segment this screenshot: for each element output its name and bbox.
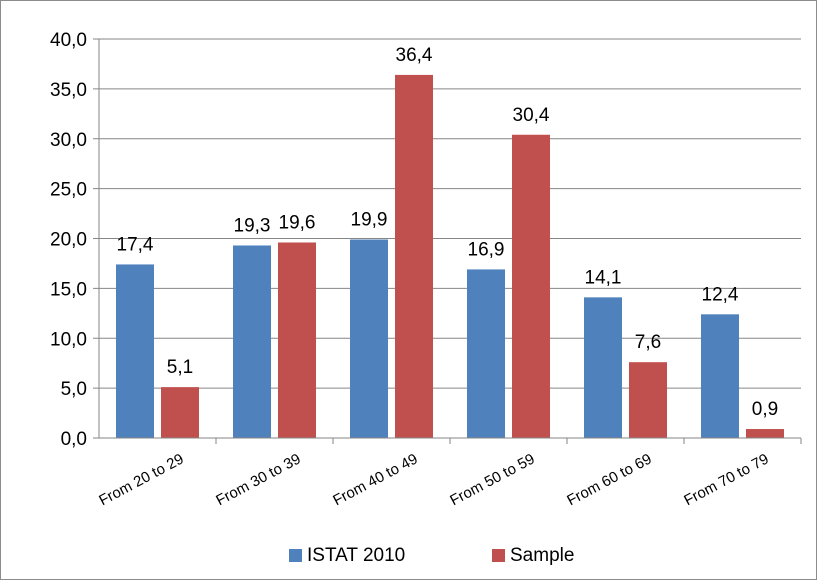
bar xyxy=(116,264,154,438)
x-tick-label: From 20 to 29 xyxy=(96,450,186,509)
value-label: 0,9 xyxy=(752,399,778,420)
bar xyxy=(350,239,388,438)
x-tick-label: From 40 to 49 xyxy=(330,450,420,509)
y-tick-label: 10,0 xyxy=(50,329,87,350)
bar xyxy=(746,429,784,438)
legend-label: ISTAT 2010 xyxy=(307,545,405,566)
legend-swatch xyxy=(492,549,505,562)
bar xyxy=(701,314,739,438)
y-tick-label: 15,0 xyxy=(50,279,87,300)
value-label: 7,6 xyxy=(635,332,661,353)
legend-swatch xyxy=(289,549,302,562)
y-tick-label: 35,0 xyxy=(50,80,87,101)
value-label: 19,6 xyxy=(279,212,316,233)
value-label: 19,9 xyxy=(351,209,388,230)
y-tick-label: 20,0 xyxy=(50,230,87,251)
x-tick-label: From 50 to 59 xyxy=(447,450,537,509)
y-tick-label: 5,0 xyxy=(61,379,87,400)
bar xyxy=(161,387,199,438)
bar xyxy=(629,362,667,438)
value-label: 5,1 xyxy=(167,357,193,378)
gridlines xyxy=(99,38,801,389)
x-tick-label: From 70 to 79 xyxy=(681,450,771,509)
value-label: 17,4 xyxy=(117,234,154,255)
y-tick-label: 30,0 xyxy=(50,130,87,151)
bars xyxy=(116,74,784,438)
x-axis: From 20 to 29 From 30 to 39 From 40 to 49 F… xyxy=(93,437,802,509)
value-label: 30,4 xyxy=(513,105,550,126)
value-label: 36,4 xyxy=(396,45,433,66)
bar xyxy=(233,245,271,438)
value-label: 16,9 xyxy=(468,239,505,260)
x-tick-label: From 60 to 69 xyxy=(564,450,654,509)
bar xyxy=(512,134,550,438)
value-labels: 17,4 5,1 19,3 19,6 19,9 36,4 16,9 30,4 14,1 7,6 12… xyxy=(117,45,779,420)
value-label: 19,3 xyxy=(234,215,271,236)
x-tick-label: From 30 to 39 xyxy=(213,450,303,509)
value-label: 12,4 xyxy=(702,284,739,305)
legend-label: Sample xyxy=(510,545,574,566)
value-label: 14,1 xyxy=(585,267,622,288)
legend: ISTAT 2010 Sample xyxy=(289,545,574,566)
y-tick-label: 0,0 xyxy=(61,429,87,450)
y-tick-label: 40,0 xyxy=(50,30,87,51)
bar xyxy=(584,297,622,438)
y-axis: 0,0 5,0 10,0 15,0 20,0 25,0 30,0 35,0 40,0 xyxy=(50,30,100,450)
bar xyxy=(395,74,433,438)
bar xyxy=(278,242,316,438)
bar xyxy=(467,269,505,438)
y-tick-label: 25,0 xyxy=(50,180,87,201)
